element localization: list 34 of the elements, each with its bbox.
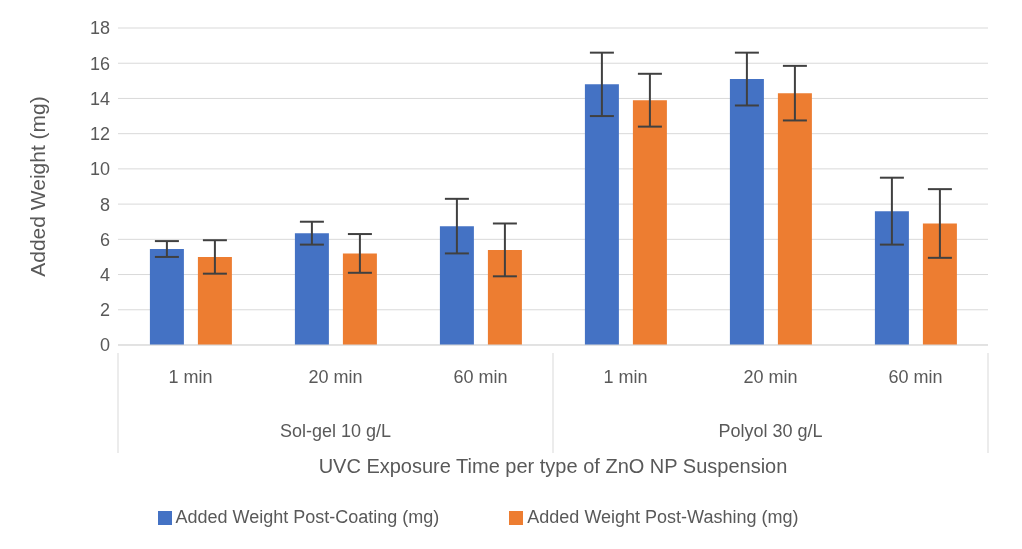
text: Polyol 30 g/L [718, 421, 823, 441]
bar [777, 93, 812, 345]
y-tick-label: 14 [89, 88, 110, 109]
x-tick-label: 1 min [168, 367, 213, 387]
y-tick-label: 18 [89, 18, 110, 39]
y-tick-label: 8 [99, 194, 110, 215]
bar [487, 249, 522, 345]
bar [922, 223, 957, 345]
bar [584, 84, 619, 345]
bar [439, 226, 474, 345]
legend-label: Added Weight Post-Washing (mg) [527, 507, 799, 527]
y-axis-title: Added Weight (mg) [26, 96, 50, 277]
y-tick-label: 10 [89, 159, 110, 180]
x-tick-label: 60 min [888, 367, 943, 387]
bar [149, 249, 184, 345]
x-tick-label: 1 min [603, 367, 648, 387]
y-tick-label: 6 [99, 229, 110, 250]
y-tick-label: 12 [89, 124, 110, 145]
y-tick-label: 4 [99, 264, 110, 285]
y-tick-label: 0 [99, 335, 110, 356]
legend-label: Added Weight Post-Coating (mg) [175, 507, 440, 527]
text: Sol-gel 10 g/L [279, 421, 392, 441]
bar [197, 256, 232, 345]
bar [342, 253, 377, 345]
bar [874, 211, 909, 345]
bar [729, 79, 764, 345]
x-tick-label: 20 min [308, 367, 363, 387]
bar [294, 233, 329, 345]
x-tick-label: 20 min [743, 367, 798, 387]
x-tick-label: 60 min [453, 367, 508, 387]
y-tick-label: 2 [99, 300, 110, 321]
bar [632, 100, 667, 345]
x-axis-title: UVC Exposure Time per type of ZnO NP Suspension [318, 455, 788, 477]
y-tick-label: 16 [89, 53, 110, 74]
